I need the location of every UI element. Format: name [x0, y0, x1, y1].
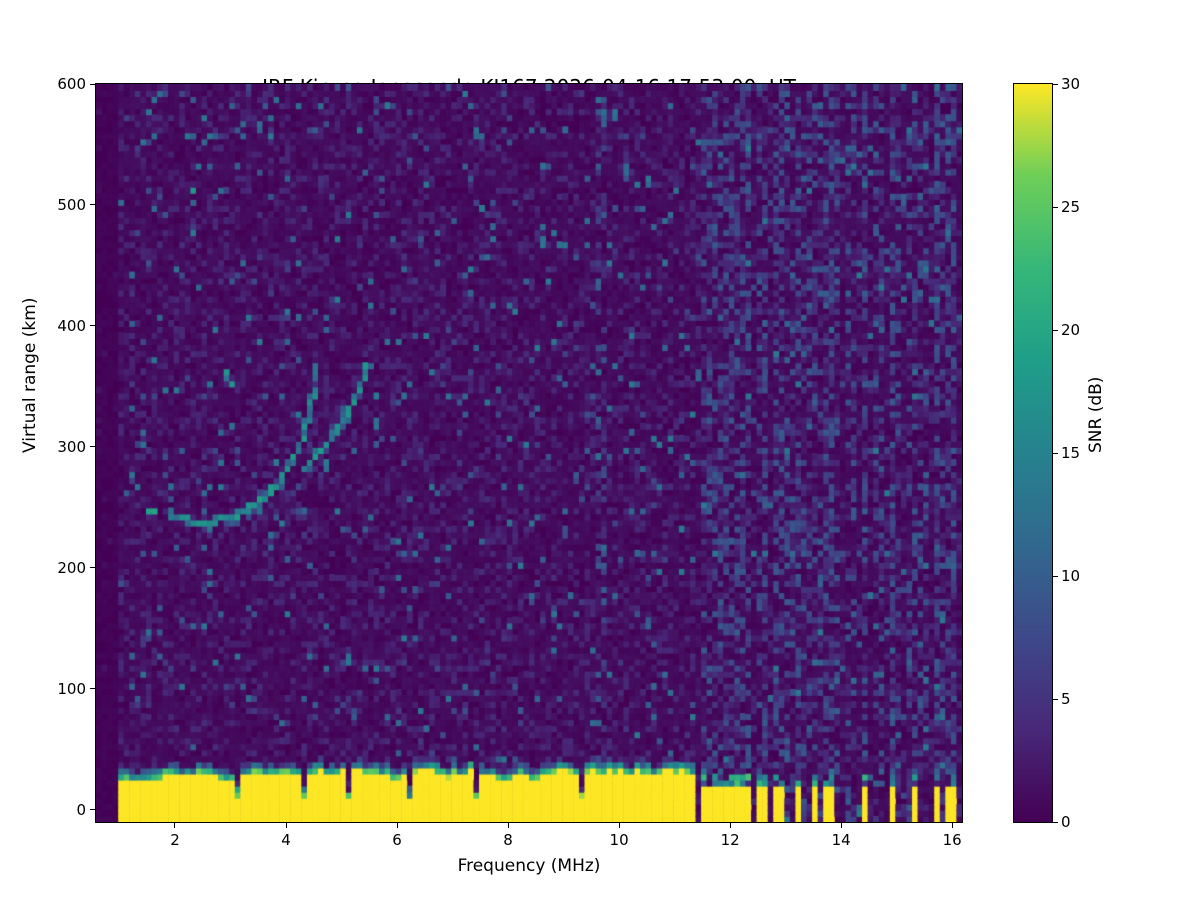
- x-axis-label: Frequency (MHz): [457, 856, 601, 876]
- x-tick-label: 10: [609, 831, 629, 849]
- x-tick-mark: [618, 823, 620, 828]
- x-tick-mark: [729, 823, 731, 828]
- y-tick-label: 100: [57, 679, 86, 698]
- colorbar-tick-mark: [1053, 821, 1058, 823]
- colorbar-tick-label: 30: [1061, 75, 1081, 93]
- colorbar-tick-mark: [1053, 83, 1058, 85]
- x-tick-label: 16: [942, 831, 962, 849]
- x-tick-mark: [507, 823, 509, 828]
- x-tick-mark: [396, 823, 398, 828]
- colorbar-tick-mark: [1053, 452, 1058, 454]
- colorbar-tick-label: 25: [1061, 198, 1081, 216]
- y-tick-mark: [90, 83, 95, 85]
- y-tick-label: 400: [57, 316, 86, 335]
- plot-border: [95, 83, 963, 823]
- x-tick-mark: [174, 823, 176, 828]
- y-tick-mark: [90, 567, 95, 569]
- colorbar-tick-mark: [1053, 575, 1058, 577]
- colorbar-tick-mark: [1053, 206, 1058, 208]
- colorbar-tick-label: 5: [1061, 690, 1071, 708]
- x-tick-label: 4: [281, 831, 291, 849]
- colorbar: [1014, 84, 1052, 822]
- x-tick-mark: [840, 823, 842, 828]
- y-tick-label: 300: [57, 437, 86, 456]
- x-tick-mark: [285, 823, 287, 828]
- x-tick-label: 12: [720, 831, 740, 849]
- y-tick-label: 0: [76, 800, 86, 819]
- x-tick-label: 2: [170, 831, 180, 849]
- x-tick-label: 6: [392, 831, 402, 849]
- y-tick-mark: [90, 446, 95, 448]
- colorbar-tick-mark: [1053, 329, 1058, 331]
- colorbar-tick-mark: [1053, 698, 1058, 700]
- ionogram-heatmap: [96, 84, 962, 822]
- y-tick-label: 600: [57, 75, 86, 93]
- colorbar-border: [1013, 83, 1053, 823]
- x-tick-label: 8: [503, 831, 513, 849]
- y-tick-mark: [90, 688, 95, 690]
- colorbar-tick-label: 0: [1061, 813, 1071, 831]
- colorbar-tick-label: 20: [1061, 321, 1081, 339]
- x-tick-mark: [951, 823, 953, 828]
- y-tick-mark: [90, 325, 95, 327]
- colorbar-tick-label: 10: [1061, 567, 1081, 585]
- colorbar-tick-label: 15: [1061, 444, 1081, 462]
- y-tick-mark: [90, 809, 95, 811]
- x-tick-label: 14: [831, 831, 851, 849]
- y-tick-label: 200: [57, 558, 86, 577]
- y-tick-label: 500: [57, 195, 86, 214]
- y-tick-mark: [90, 204, 95, 206]
